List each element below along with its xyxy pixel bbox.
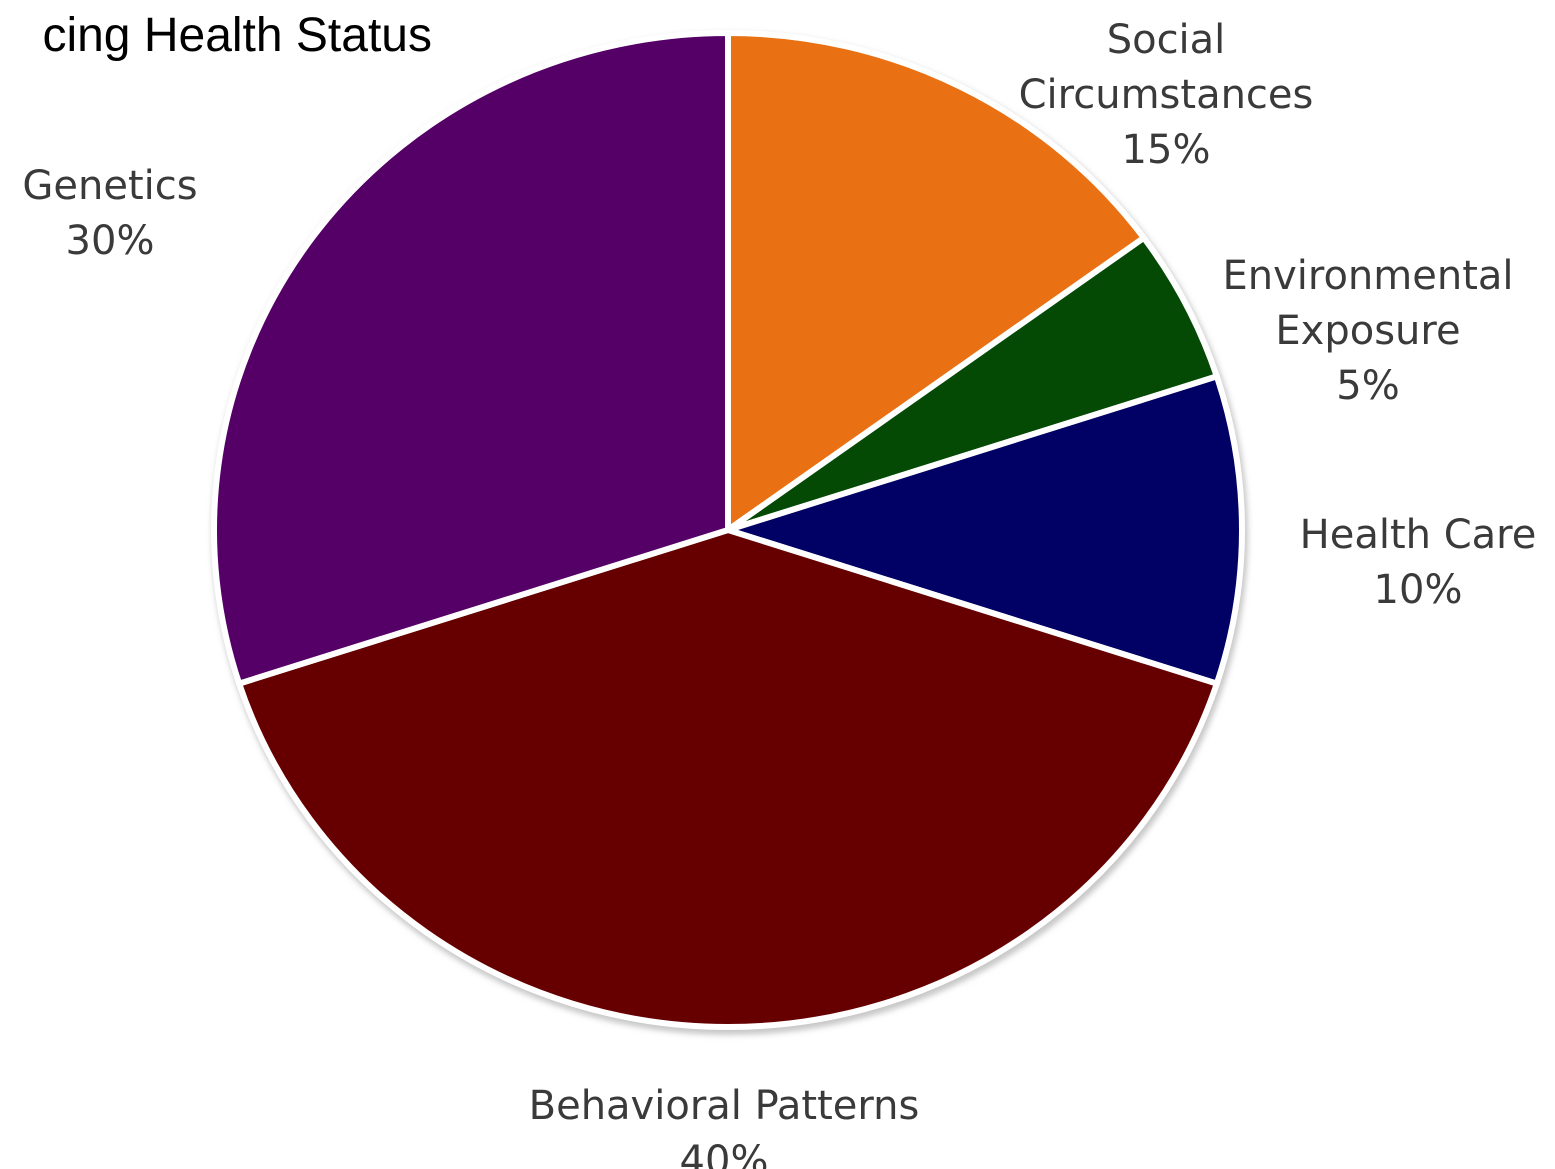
pie-label-social-circumstances: Social Circumstances 15%	[1019, 17, 1314, 173]
pie-slice-social-circumstances	[725, 30, 1147, 533]
pie-name-label: Circumstances	[1019, 72, 1314, 118]
pie-slices	[211, 30, 1245, 1030]
pie-slice-genetics	[211, 30, 731, 687]
chart-title-text: cing Health Status	[42, 9, 432, 62]
pie-name-label: Behavioral Patterns	[529, 1083, 920, 1129]
pie-label-environmental-exposure: Environmental Exposure 5%	[1222, 253, 1513, 409]
pie-label-behavioral-patterns: Behavioral Patterns 40%	[529, 1083, 920, 1169]
pie-slice-environmental-exposure	[725, 234, 1220, 533]
pie-slice-behavioral-patterns	[236, 527, 1220, 1030]
pie-value-label: 15%	[1122, 127, 1211, 173]
pie-name-label: Social	[1107, 17, 1226, 63]
pie-name-label: Environmental	[1222, 253, 1513, 299]
pie-value-label: 40%	[680, 1138, 769, 1169]
pie-value-label: 30%	[66, 218, 155, 264]
pie-value-label: 5%	[1336, 363, 1399, 409]
pie-value-label: 10%	[1374, 567, 1463, 613]
pie-label-health-care: Health Care 10%	[1300, 512, 1537, 613]
pie-label-genetics: Genetics 30%	[22, 163, 197, 264]
pie-name-label: Health Care	[1300, 512, 1537, 558]
pie-name-label: Genetics	[22, 163, 197, 209]
pie-name-label: Exposure	[1275, 308, 1460, 354]
pie-labels: Social Circumstances 15% Environmental Expos…	[22, 17, 1536, 1169]
chart-title: cing Health Status	[0, 4, 600, 68]
pie-slice-health-care	[725, 373, 1245, 687]
